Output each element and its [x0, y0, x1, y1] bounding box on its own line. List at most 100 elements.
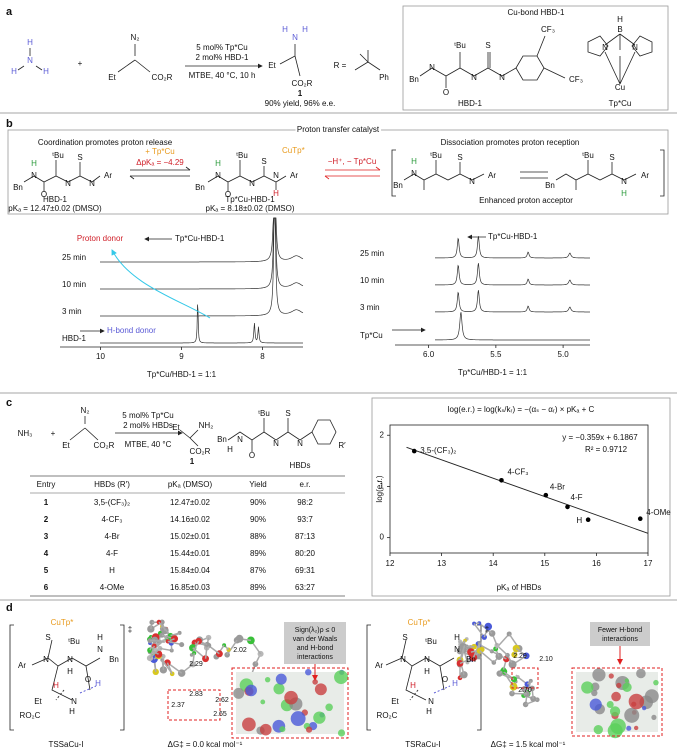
bond — [496, 644, 508, 656]
surface-blob — [313, 711, 326, 724]
surface-blob — [589, 698, 602, 711]
atom: H — [11, 67, 17, 76]
table-cell: 89% — [250, 549, 266, 558]
atom: O — [442, 675, 448, 684]
atom: N — [454, 645, 460, 654]
atom: N — [471, 73, 477, 82]
distance: 2.29 — [189, 661, 203, 668]
atom: H — [410, 681, 416, 690]
distance: 2.83 — [189, 691, 203, 698]
trace-label: 25 min — [360, 249, 384, 258]
group: Ar — [18, 661, 26, 670]
atom: Cu — [615, 83, 625, 92]
surface-blob — [608, 673, 614, 679]
energy: ΔG‡ = 1.5 kcal mol⁻¹ — [491, 740, 566, 749]
compound-name: HBD-1 — [43, 195, 68, 204]
compound-name: HBD-1 — [458, 99, 483, 108]
table-cell: 1 — [44, 498, 49, 507]
atom: N — [43, 655, 49, 664]
atom: H — [621, 189, 627, 198]
atom: N — [632, 43, 638, 52]
annotation: Proton donor — [77, 234, 124, 243]
atom: O — [225, 190, 231, 199]
table-cell: 63:27 — [295, 583, 316, 592]
surface-blob — [616, 682, 622, 689]
group: CuTp* — [408, 618, 431, 627]
surface-blob — [279, 726, 286, 733]
callout: Sign(λ₂)ρ ≤ 0 — [295, 627, 336, 634]
axis-caption: Tp*Cu/HBD-1 = 1:1 — [147, 370, 217, 379]
point-label: 4-F — [571, 493, 583, 502]
x-tick-label: 14 — [489, 559, 498, 568]
atom: S — [285, 409, 290, 418]
x-tick-label: 13 — [437, 559, 446, 568]
surface-blob — [633, 725, 639, 731]
atom: N — [499, 73, 505, 82]
atom: N₂ — [131, 33, 140, 42]
atom: H — [452, 679, 458, 688]
group: CuTp* — [51, 618, 74, 627]
atom: N — [602, 43, 608, 52]
y-tick-label: 0 — [380, 533, 385, 542]
group: ᵗBu — [454, 41, 466, 50]
point-label: H — [576, 516, 582, 525]
surface-blob — [337, 729, 346, 737]
reagent: 5 mol% Tp*Cu — [196, 43, 247, 52]
surface-blob — [273, 683, 285, 695]
plot-frame — [389, 424, 649, 554]
axis-caption: Tp*Cu/HBD-1 = 1:1 — [458, 368, 528, 377]
bond — [472, 642, 481, 658]
group: Et — [268, 61, 276, 70]
table-cell: 14.16±0.02 — [170, 515, 211, 524]
atom-sphere — [484, 622, 493, 631]
spectrum-trace — [100, 217, 304, 290]
table-header: e.r. — [299, 480, 310, 489]
atom: S — [261, 157, 266, 166]
compound-name: HBDs — [290, 461, 311, 470]
atom: N — [292, 33, 298, 42]
atom: O — [41, 190, 47, 199]
plus-sign: + — [78, 59, 83, 68]
atom: N — [71, 697, 77, 706]
atom: H — [43, 67, 49, 76]
distance: 2.62 — [215, 697, 229, 704]
atom: H — [424, 667, 430, 676]
heading: Coordination promotes proton release — [38, 138, 173, 147]
surface-blob — [626, 725, 632, 731]
y-tick-label: 2 — [380, 430, 385, 439]
panel-label: d — [6, 602, 13, 614]
trace-label: 10 min — [360, 276, 384, 285]
surface-blob — [581, 681, 594, 694]
atom: H — [97, 633, 103, 642]
annotation: H-bond donor — [107, 326, 156, 335]
compound-name: Tp*Cu-HBD-1 — [225, 195, 275, 204]
atom: N — [27, 56, 33, 65]
atom-sphere — [179, 642, 185, 648]
reagent: NH₃ — [18, 429, 33, 438]
atom: N — [621, 177, 627, 186]
atom: H — [53, 681, 59, 690]
group: NH₂ — [199, 421, 214, 430]
atom: N — [31, 171, 37, 180]
table-cell: 15.02±0.01 — [170, 532, 211, 541]
group: Et — [62, 441, 70, 450]
x-tick-label: 15 — [540, 559, 549, 568]
atom: N — [215, 171, 221, 180]
table-cell: 87:13 — [295, 532, 316, 541]
group: Bn — [545, 181, 555, 190]
table-cell: 5 — [44, 566, 49, 575]
table-cell: 93:7 — [297, 515, 313, 524]
callout: Fewer H-bond — [598, 627, 642, 634]
surface-blob — [592, 668, 606, 682]
atom: N — [429, 63, 435, 72]
group: Bn — [409, 75, 419, 84]
table-cell: 4-Br — [104, 532, 119, 541]
table-cell: 15.84±0.04 — [170, 566, 211, 575]
group: CO₂R — [292, 79, 313, 88]
group: ᵗBu — [68, 637, 80, 646]
conditions: MTBE, 40 °C, 10 h — [189, 71, 256, 80]
table-cell: 12.47±0.02 — [170, 498, 211, 507]
pka: pKₐ = 12.47±0.02 (DMSO) — [8, 204, 102, 213]
spectrum-trace — [100, 304, 303, 344]
reagent: −H⁺, − Tp*Cu — [328, 157, 377, 166]
